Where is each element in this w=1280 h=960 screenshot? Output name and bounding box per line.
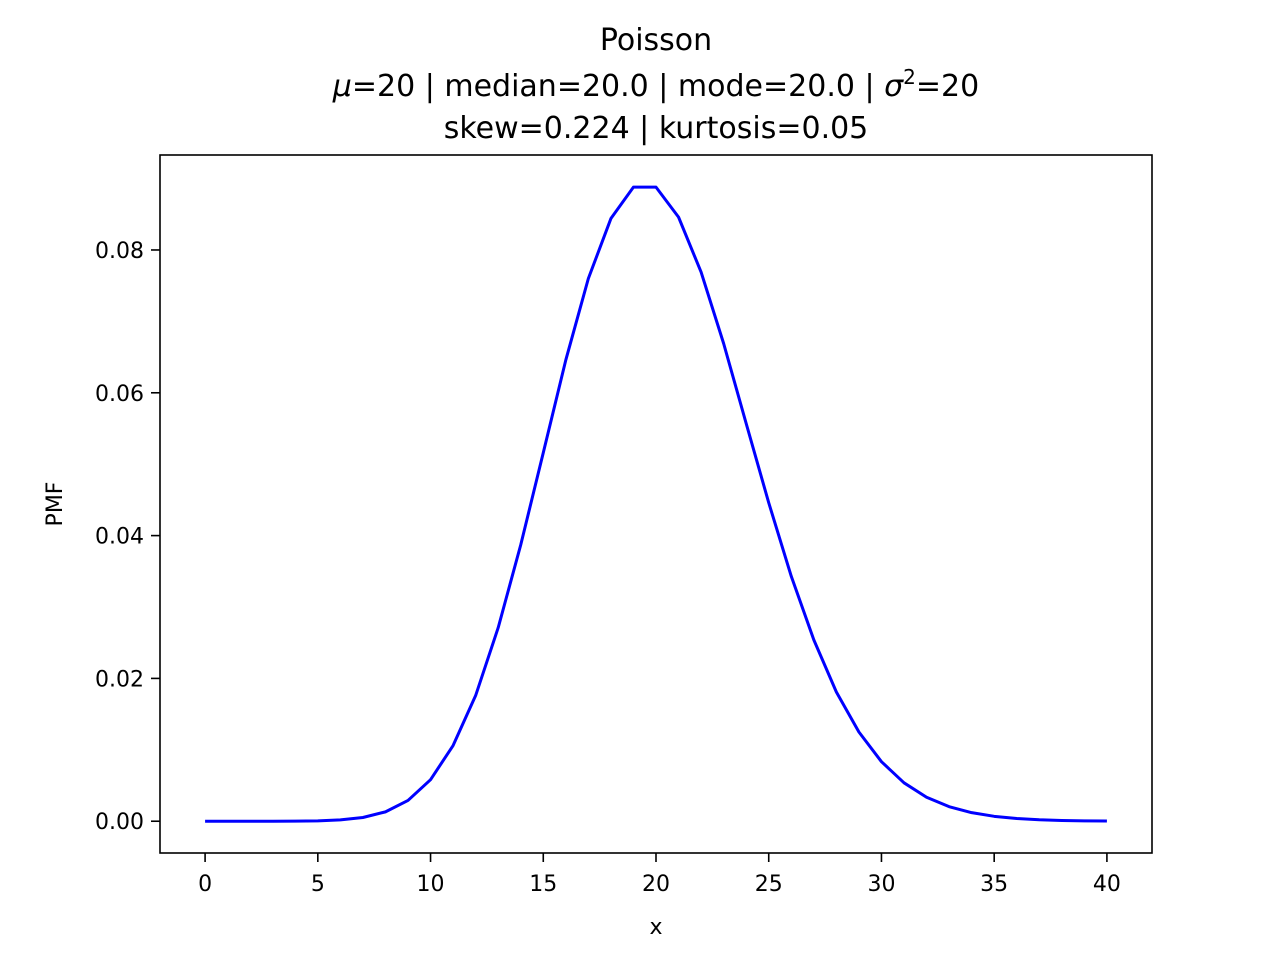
x-tick-label: 10 xyxy=(417,872,445,897)
x-tick-label: 30 xyxy=(867,872,895,897)
pmf-line xyxy=(205,185,1107,823)
y-tick-label: 0.04 xyxy=(95,525,144,550)
variance-value: =20 xyxy=(916,69,979,104)
plot-frame xyxy=(159,154,1153,854)
chart-title: Poisson xyxy=(600,23,712,58)
x-tick-label: 20 xyxy=(642,872,670,897)
x-axis-label: x xyxy=(649,915,662,940)
sigma-symbol: σ xyxy=(884,69,904,104)
chart-subtitle: μ=20 | median=20.0 | mode=20.0 | σ2=20 xyxy=(332,65,979,104)
series-layer xyxy=(205,185,1107,823)
x-tick-label: 5 xyxy=(311,872,325,897)
y-tick-label: 0.08 xyxy=(95,239,144,264)
sigma-exponent: 2 xyxy=(903,65,916,89)
mu-symbol: μ xyxy=(332,69,352,104)
x-tick-label: 35 xyxy=(980,872,1008,897)
x-tick-label: 0 xyxy=(198,872,212,897)
x-axis: 0 5 10 15 20 25 30 35 40 xyxy=(198,853,1121,897)
x-tick-label: 15 xyxy=(529,872,557,897)
chart-subtitle-2: skew=0.224 | kurtosis=0.05 xyxy=(444,111,869,146)
y-tick-label: 0.00 xyxy=(95,810,144,835)
y-axis: 0.00 0.02 0.04 0.06 0.08 xyxy=(95,239,160,835)
x-tick-label: 25 xyxy=(755,872,783,897)
x-tick-label: 40 xyxy=(1093,872,1121,897)
subtitle-stats: =20 | median=20.0 | mode=20.0 | xyxy=(352,69,884,104)
y-tick-label: 0.02 xyxy=(95,667,144,692)
y-tick-label: 0.06 xyxy=(95,382,144,407)
y-axis-label: PMF xyxy=(43,482,68,527)
